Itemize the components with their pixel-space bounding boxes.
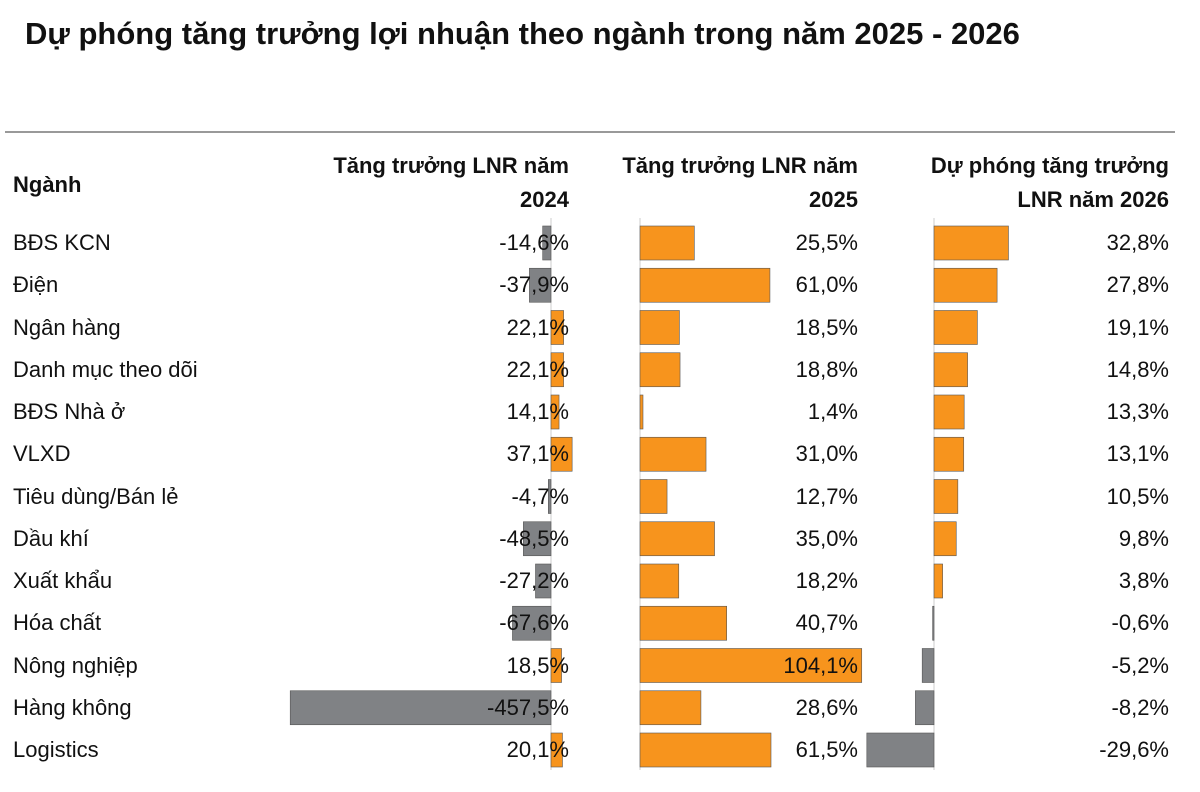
- data-bar: [550, 394, 560, 430]
- data-bar: [639, 521, 715, 557]
- value-label: 18,8%: [795, 356, 858, 382]
- value-label: -37,9%: [499, 272, 569, 298]
- data-bar: [639, 732, 772, 768]
- data-bar: [639, 563, 680, 599]
- data-bar: [550, 648, 562, 683]
- value-label: -8,2%: [1111, 694, 1169, 720]
- category-label: Xuất khẩu: [13, 568, 113, 593]
- column-header: Tăng trưởng LNR năm 2025: [622, 153, 858, 212]
- data-bar: [639, 479, 668, 514]
- data-bar: [639, 648, 863, 683]
- value-label: 18,5%: [795, 314, 858, 340]
- data-bar: [529, 267, 552, 303]
- data-bar: [933, 563, 943, 599]
- data-bar: [915, 690, 935, 726]
- value-label: -4,7%: [511, 483, 569, 509]
- value-label: 14,8%: [1106, 356, 1169, 382]
- value-label: -0,6%: [1111, 610, 1169, 636]
- value-label: -29,6%: [1099, 737, 1169, 762]
- data-bar: [523, 521, 552, 557]
- value-label: 31,0%: [795, 441, 858, 467]
- value-label: -14,6%: [499, 230, 569, 255]
- data-bar: [639, 352, 681, 388]
- value-label: 19,1%: [1106, 314, 1169, 340]
- column-header: Dự phóng tăng trưởng LNR năm 2026: [930, 153, 1169, 212]
- data-bar: [639, 225, 695, 261]
- value-label: 9,8%: [1118, 525, 1169, 551]
- category-label: Điện: [13, 272, 59, 298]
- value-label: 40,7%: [795, 610, 858, 636]
- category-label: Dầu khí: [13, 525, 89, 551]
- value-label: 10,5%: [1106, 483, 1169, 509]
- value-label: 12,7%: [795, 483, 858, 509]
- value-label: 13,1%: [1106, 441, 1169, 467]
- category-label: Nông nghiệp: [13, 652, 138, 678]
- value-label: 22,1%: [506, 356, 569, 382]
- value-label: 104,1%: [783, 652, 858, 678]
- value-label: -27,2%: [499, 568, 569, 593]
- data-bar: [933, 436, 965, 472]
- value-label: -457,5%: [487, 694, 569, 720]
- category-label: Danh mục theo dõi: [13, 356, 198, 382]
- data-bar: [933, 352, 968, 388]
- category-header: Ngành: [13, 172, 82, 197]
- data-bar: [550, 732, 563, 768]
- data-bar: [921, 648, 935, 683]
- data-bar: [933, 267, 998, 303]
- value-label: 13,3%: [1106, 399, 1169, 424]
- column-header: Tăng trưởng LNR năm 2024: [333, 153, 569, 212]
- data-bar: [289, 690, 552, 726]
- value-label: 22,1%: [506, 314, 569, 340]
- category-label: Ngân hàng: [13, 314, 121, 340]
- value-label: 27,8%: [1106, 272, 1169, 298]
- category-label: BĐS KCN: [13, 230, 111, 255]
- value-label: 1,4%: [807, 399, 858, 424]
- data-bar: [550, 436, 573, 472]
- data-bar: [550, 310, 564, 345]
- category-label: Logistics: [13, 737, 99, 762]
- data-bar: [550, 352, 564, 388]
- value-label: 32,8%: [1106, 230, 1169, 255]
- data-bar: [639, 436, 707, 472]
- data-bar: [548, 479, 552, 514]
- value-label: 14,1%: [506, 399, 569, 424]
- data-bar: [639, 310, 680, 345]
- category-label: Tiêu dùng/Bán lẻ: [13, 483, 179, 509]
- value-label: 18,5%: [506, 652, 569, 678]
- category-label: Hàng không: [13, 694, 132, 720]
- category-label: Hóa chất: [13, 610, 102, 636]
- data-bar: [933, 225, 1009, 261]
- value-label: 28,6%: [795, 694, 858, 720]
- value-label: 61,5%: [795, 737, 858, 762]
- data-bar: [639, 394, 644, 430]
- data-bar: [933, 479, 959, 514]
- value-label: 3,8%: [1118, 568, 1169, 593]
- value-label: 61,0%: [795, 272, 858, 298]
- data-bar: [542, 225, 552, 261]
- category-label: VLXD: [13, 441, 71, 467]
- value-label: -67,6%: [499, 610, 569, 636]
- value-label: -5,2%: [1111, 652, 1169, 678]
- data-bar: [866, 732, 935, 768]
- data-bar: [535, 563, 552, 599]
- value-label: 20,1%: [506, 737, 569, 762]
- value-label: -48,5%: [499, 525, 569, 551]
- value-label: 18,2%: [795, 568, 858, 593]
- data-bar: [639, 690, 702, 726]
- value-label: 37,1%: [506, 441, 569, 467]
- category-label: BĐS Nhà ở: [13, 399, 126, 424]
- data-bar: [933, 394, 965, 430]
- data-bar: [639, 605, 727, 641]
- data-bar: [639, 267, 771, 303]
- value-label: 25,5%: [795, 230, 858, 255]
- data-bar: [512, 605, 552, 641]
- data-bar: [933, 521, 957, 557]
- data-bar: [932, 605, 935, 641]
- value-label: 35,0%: [795, 525, 858, 551]
- data-bar: [933, 310, 978, 345]
- chart-title: Dự phóng tăng trưởng lợi nhuận theo ngàn…: [25, 16, 1020, 51]
